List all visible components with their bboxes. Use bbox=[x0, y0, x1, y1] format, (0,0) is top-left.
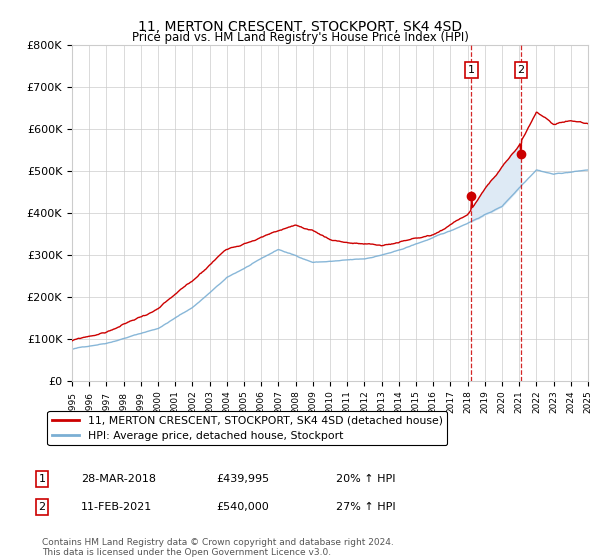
Text: 28-MAR-2018: 28-MAR-2018 bbox=[81, 474, 156, 484]
Text: 1: 1 bbox=[38, 474, 46, 484]
Text: 27% ↑ HPI: 27% ↑ HPI bbox=[336, 502, 395, 512]
Text: Contains HM Land Registry data © Crown copyright and database right 2024.
This d: Contains HM Land Registry data © Crown c… bbox=[42, 538, 394, 557]
Text: £439,995: £439,995 bbox=[216, 474, 269, 484]
Legend: 11, MERTON CRESCENT, STOCKPORT, SK4 4SD (detached house), HPI: Average price, de: 11, MERTON CRESCENT, STOCKPORT, SK4 4SD … bbox=[47, 411, 447, 445]
Text: 2: 2 bbox=[517, 65, 524, 75]
Text: Price paid vs. HM Land Registry's House Price Index (HPI): Price paid vs. HM Land Registry's House … bbox=[131, 31, 469, 44]
Text: 2: 2 bbox=[38, 502, 46, 512]
Text: 11-FEB-2021: 11-FEB-2021 bbox=[81, 502, 152, 512]
Text: 20% ↑ HPI: 20% ↑ HPI bbox=[336, 474, 395, 484]
Text: 1: 1 bbox=[468, 65, 475, 75]
Text: £540,000: £540,000 bbox=[216, 502, 269, 512]
Text: 11, MERTON CRESCENT, STOCKPORT, SK4 4SD: 11, MERTON CRESCENT, STOCKPORT, SK4 4SD bbox=[138, 20, 462, 34]
